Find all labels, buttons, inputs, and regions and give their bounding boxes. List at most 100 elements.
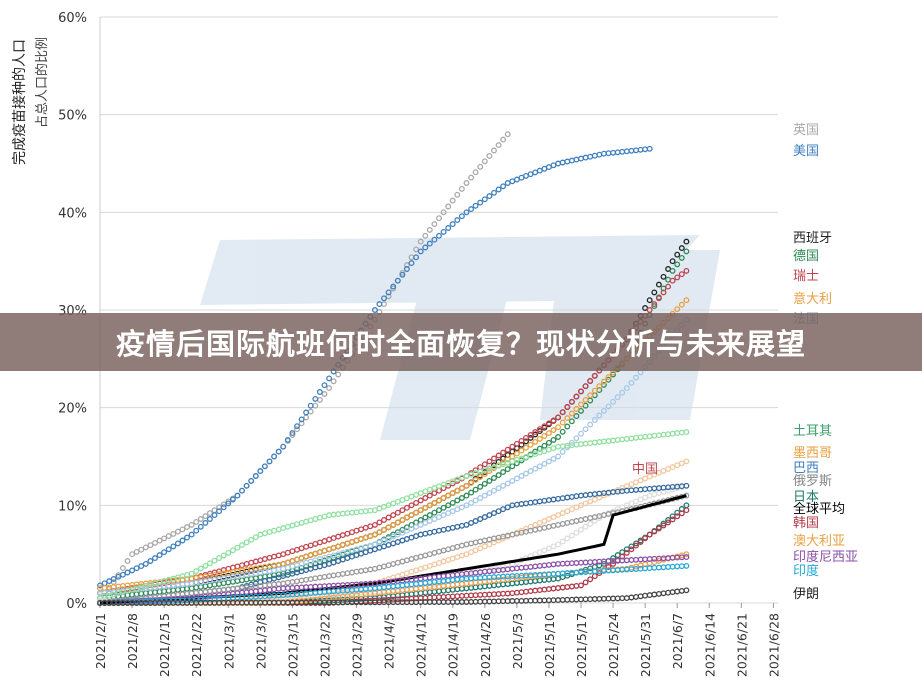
data-point: [619, 485, 626, 491]
data-point: [669, 516, 676, 523]
data-point: [683, 562, 690, 569]
data-point: [133, 548, 140, 555]
data-point: [573, 441, 580, 448]
data-point: [458, 592, 465, 599]
data-point: [220, 580, 227, 587]
data-point: [555, 443, 562, 450]
data-point: [326, 375, 333, 382]
data-point: [559, 159, 566, 166]
data-point: [385, 524, 392, 531]
data-point: [261, 587, 268, 594]
data-point: [610, 398, 617, 405]
data-point: [440, 495, 447, 501]
data-point: [665, 589, 672, 596]
data-point: [458, 485, 465, 492]
x-tick-label: 2021/5/3: [510, 613, 525, 669]
data-point: [440, 593, 447, 600]
data-point: [610, 149, 617, 156]
data-point: [600, 492, 607, 499]
data-point: [623, 557, 630, 564]
data-point: [440, 512, 447, 519]
data-point: [651, 289, 658, 296]
data-point: [596, 494, 603, 501]
data-point: [573, 582, 580, 589]
y-axis-title-line2: 占总人口的比例: [34, 37, 50, 128]
data-point: [417, 248, 424, 255]
data-point: [463, 473, 470, 479]
data-point: [436, 560, 442, 566]
data-point: [284, 436, 291, 443]
data-point: [587, 576, 594, 583]
data-point: [486, 490, 493, 497]
data-point: [358, 536, 365, 542]
data-point: [303, 518, 310, 525]
data-point: [307, 517, 314, 524]
data-point: [344, 510, 351, 517]
data-point: [660, 273, 667, 280]
data-point: [545, 523, 552, 530]
y-tick-label: 40%: [58, 206, 87, 221]
data-point: [165, 587, 172, 594]
data-point: [555, 453, 562, 460]
data-point: [303, 409, 310, 416]
data-point: [532, 438, 539, 445]
data-point: [252, 575, 259, 582]
data-point: [536, 525, 543, 532]
data-point: [513, 501, 520, 508]
data-point: [568, 583, 575, 590]
data-point: [445, 492, 452, 499]
data-point: [578, 388, 584, 395]
data-point: [413, 590, 420, 597]
data-point: [454, 581, 461, 588]
data-point: [504, 590, 511, 597]
data-point: [381, 563, 387, 570]
data-point: [633, 479, 639, 486]
data-point: [559, 520, 566, 527]
data-point: [431, 594, 438, 601]
data-point: [582, 154, 589, 161]
data-point: [436, 232, 442, 239]
data-point: [582, 559, 589, 566]
data-point: [559, 443, 566, 450]
data-point: [289, 548, 296, 555]
data-point: [600, 512, 607, 519]
data-point: [307, 402, 314, 409]
data-point: [257, 468, 264, 475]
data-point: [316, 539, 323, 546]
data-point: [532, 521, 539, 528]
data-point: [417, 590, 424, 597]
data-point: [353, 552, 360, 559]
data-point: [504, 504, 511, 511]
data-point: [358, 550, 365, 557]
data-point: [161, 535, 168, 542]
data-point: [578, 502, 584, 509]
data-point: [371, 531, 378, 538]
legend: 英国美国西班牙德国瑞士意大利法国土耳其中国墨西哥巴西俄罗斯日本全球平均韩国澳大利…: [632, 123, 858, 602]
data-point: [394, 519, 401, 526]
data-point: [138, 590, 145, 597]
data-point: [454, 554, 461, 561]
data-point: [587, 498, 594, 505]
data-point: [550, 514, 557, 521]
data-point: [587, 421, 594, 428]
data-point: [587, 559, 594, 566]
data-point: [578, 582, 584, 589]
data-point: [568, 418, 575, 425]
data-point: [271, 553, 278, 560]
data-point: [440, 587, 447, 594]
data-point: [197, 516, 204, 522]
data-point: [477, 163, 484, 170]
data-point: [578, 596, 584, 603]
data-point: [683, 551, 690, 558]
data-point: [399, 271, 406, 278]
data-point: [600, 560, 607, 567]
data-point: [440, 526, 447, 533]
data-point: [573, 529, 580, 536]
data-point: [463, 209, 470, 216]
data-point: [669, 267, 676, 274]
data-point: [248, 477, 255, 484]
data-point: [536, 498, 543, 505]
data-point: [651, 301, 658, 308]
data-point: [472, 169, 479, 176]
data-point: [257, 574, 264, 581]
